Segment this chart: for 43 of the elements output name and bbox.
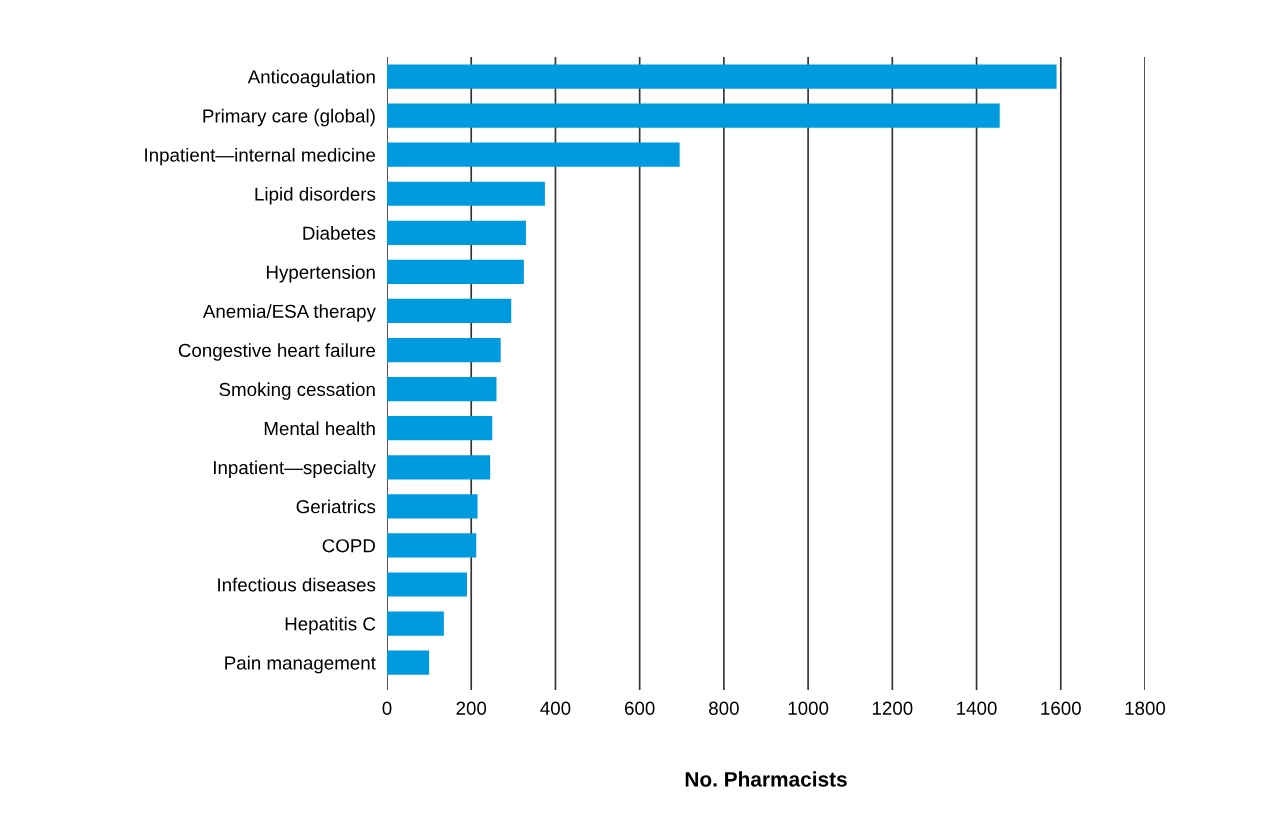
y-tick-label: Hypertension — [266, 265, 375, 283]
bar — [387, 142, 680, 167]
bar — [387, 103, 1000, 128]
x-tick-label: 1600 — [1041, 701, 1081, 715]
y-tick-label: Smoking cessation — [219, 382, 375, 400]
bar — [387, 64, 1057, 89]
y-tick-label: Infectious diseases — [218, 577, 376, 592]
x-tick-label: 1000 — [788, 701, 829, 715]
bar — [387, 572, 468, 597]
y-tick-label: Lipid disorders — [255, 186, 376, 205]
y-tick-label: Geriatrics — [296, 499, 376, 514]
y-tick-label: Mental health — [264, 421, 375, 436]
x-tick-label: 0 — [382, 701, 392, 715]
y-tick-label: Anticoagulation — [247, 69, 375, 88]
x-tick-label: 600 — [624, 701, 655, 715]
bar — [387, 650, 430, 675]
y-tick-label: Congestive heart failure — [178, 343, 376, 361]
y-tick-label: Primary care (global) — [203, 108, 375, 127]
x-tick-label: 800 — [709, 701, 739, 715]
x-tick-label: 1200 — [872, 701, 913, 715]
y-tick-label: Hepatitis C — [285, 616, 376, 635]
bar — [387, 377, 497, 402]
bar — [387, 337, 501, 363]
bar — [387, 220, 526, 245]
x-tick-label: 200 — [456, 701, 487, 715]
bar — [387, 416, 493, 441]
y-tick-label: COPD — [322, 539, 375, 553]
x-tick-label: 1400 — [957, 701, 997, 715]
bar — [387, 181, 545, 206]
x-tick-label: 400 — [540, 701, 571, 715]
y-tick-label: Inpatient—specialty — [214, 460, 376, 478]
y-tick-label: Pain management — [225, 655, 376, 674]
bar — [387, 455, 491, 480]
bar — [387, 494, 478, 519]
bar — [387, 611, 444, 636]
x-axis-title: No. Pharmacists — [685, 771, 847, 787]
y-tick-label: Diabetes — [303, 226, 376, 240]
bar — [387, 259, 524, 285]
bar — [387, 533, 477, 558]
y-tick-label: Anemia/ESA therapy — [202, 304, 376, 322]
bar — [387, 298, 512, 324]
x-tick-label: 1800 — [1125, 701, 1166, 715]
y-tick-label: Inpatient—internal medicine — [145, 147, 376, 166]
